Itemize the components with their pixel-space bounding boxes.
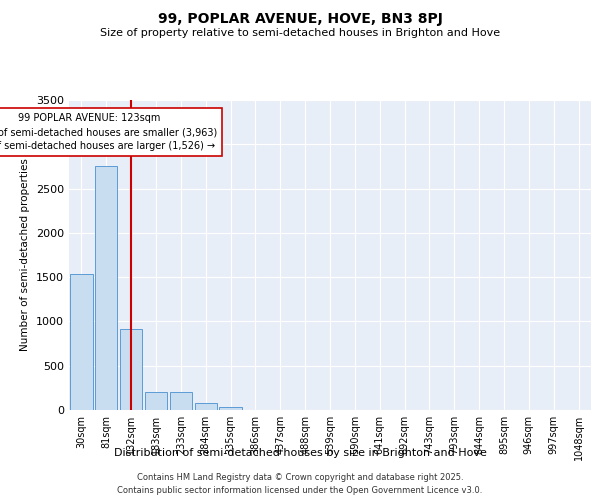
Y-axis label: Number of semi-detached properties: Number of semi-detached properties — [20, 158, 31, 352]
Text: Distribution of semi-detached houses by size in Brighton and Hove: Distribution of semi-detached houses by … — [113, 448, 487, 458]
Text: Size of property relative to semi-detached houses in Brighton and Hove: Size of property relative to semi-detach… — [100, 28, 500, 38]
Bar — [220, 407, 242, 410]
Bar — [120, 330, 142, 410]
Bar — [170, 392, 192, 410]
Bar — [145, 392, 167, 410]
Text: Contains HM Land Registry data © Crown copyright and database right 2025.
Contai: Contains HM Land Registry data © Crown c… — [118, 474, 482, 495]
Bar — [70, 274, 92, 410]
Bar — [95, 166, 118, 410]
Text: 99 POPLAR AVENUE: 123sqm
← 72% of semi-detached houses are smaller (3,963)
 28% : 99 POPLAR AVENUE: 123sqm ← 72% of semi-d… — [0, 114, 217, 152]
Text: 99, POPLAR AVENUE, HOVE, BN3 8PJ: 99, POPLAR AVENUE, HOVE, BN3 8PJ — [158, 12, 442, 26]
Bar — [194, 403, 217, 410]
